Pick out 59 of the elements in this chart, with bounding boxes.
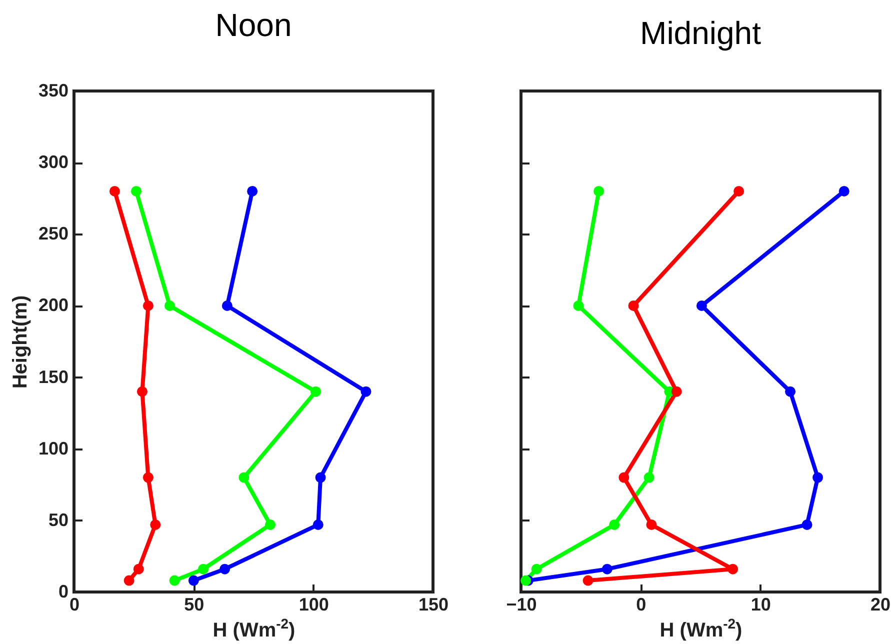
point (222, 300, 232, 311)
point (198, 564, 208, 574)
point (220, 564, 230, 574)
x-tick-label: −10 (506, 594, 537, 614)
x-axis-title: H (Wm$^{-2}$) (212, 616, 296, 642)
x-tick-label: 0 (636, 594, 646, 614)
point (188, 575, 199, 586)
x-tick-label: 100 (298, 594, 329, 614)
x-tick-label: 50 (184, 594, 204, 614)
y-tick-label: 350 (38, 80, 68, 100)
point (150, 519, 161, 530)
point (646, 519, 657, 530)
point (812, 472, 824, 483)
point (671, 386, 682, 397)
point (130, 186, 142, 196)
point (312, 519, 324, 530)
point (602, 564, 612, 574)
point (136, 386, 148, 397)
point (247, 186, 258, 196)
point (531, 564, 542, 574)
point (728, 564, 738, 574)
point (696, 300, 707, 311)
point (310, 386, 321, 397)
chart-title: Noon (215, 7, 292, 43)
point (360, 386, 372, 397)
point (109, 186, 120, 196)
point (315, 472, 326, 483)
y-tick-label: 200 (38, 295, 68, 316)
y-axis-title: Height(m) (9, 295, 32, 389)
point (142, 472, 154, 483)
chart-title: Midnight (640, 15, 762, 51)
point (628, 300, 639, 311)
point (734, 186, 744, 196)
point (573, 300, 584, 311)
point (594, 186, 604, 196)
point (238, 472, 250, 483)
point (133, 564, 144, 574)
y-tick-label: 0 (58, 582, 68, 602)
x-tick-label: 150 (418, 594, 449, 614)
y-tick-label: 250 (38, 224, 68, 244)
point (164, 300, 175, 311)
point (609, 519, 620, 530)
x-axis-title: H (Wm$^{-2}$) (660, 616, 742, 642)
point (142, 300, 154, 311)
point (124, 575, 134, 586)
point (265, 519, 276, 530)
y-tick-label: 150 (38, 366, 68, 387)
point (802, 519, 812, 530)
point (838, 186, 850, 196)
x-tick-label: 20 (870, 594, 891, 614)
point (618, 472, 630, 483)
y-tick-label: 50 (48, 510, 68, 530)
point (169, 575, 180, 586)
point (785, 386, 796, 397)
x-tick-label: 10 (750, 594, 771, 614)
y-tick-label: 300 (38, 152, 68, 172)
y-tick-label: 100 (38, 438, 68, 458)
point (644, 472, 654, 483)
point (582, 575, 594, 586)
